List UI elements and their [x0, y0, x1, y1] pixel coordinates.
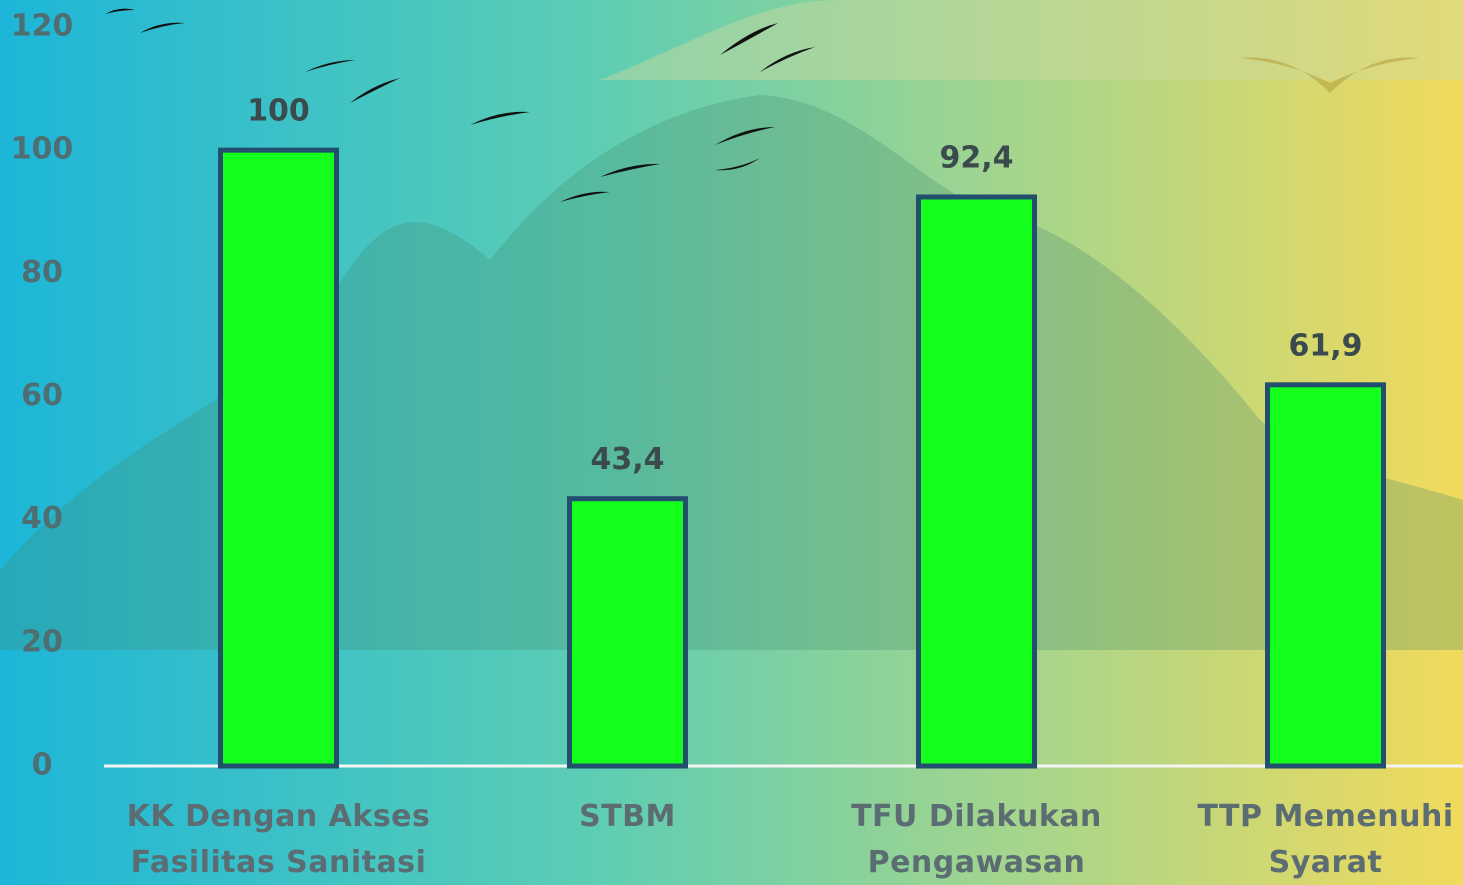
y-tick-label: 80: [21, 255, 63, 290]
value-label: 61,9: [1288, 328, 1362, 363]
y-tick-label: 20: [21, 624, 63, 659]
x-tick-label: TTP Memenuhi Syarat: [1197, 799, 1454, 880]
y-tick-label: 40: [21, 501, 63, 536]
x-tick-label: TFU Dilakukan Pengawasan: [851, 799, 1102, 880]
value-label: 100: [247, 94, 310, 129]
y-tick-label: 0: [32, 748, 53, 783]
bar: [218, 147, 339, 769]
mountain: [0, 95, 1463, 650]
bar: [567, 496, 688, 769]
mountain-far: [600, 0, 1463, 80]
value-label: 92,4: [939, 140, 1013, 175]
y-tick-label: 120: [11, 9, 74, 44]
y-tick-label: 60: [21, 378, 63, 413]
bar: [1265, 382, 1386, 769]
value-label: 43,4: [590, 442, 664, 477]
y-tick-label: 100: [11, 132, 74, 167]
x-tick-label: STBM: [579, 799, 676, 834]
logo-bird: [1240, 57, 1420, 93]
x-tick-label: KK Dengan Akses Fasilitas Sanitasi: [126, 799, 431, 880]
bar: [916, 194, 1037, 769]
